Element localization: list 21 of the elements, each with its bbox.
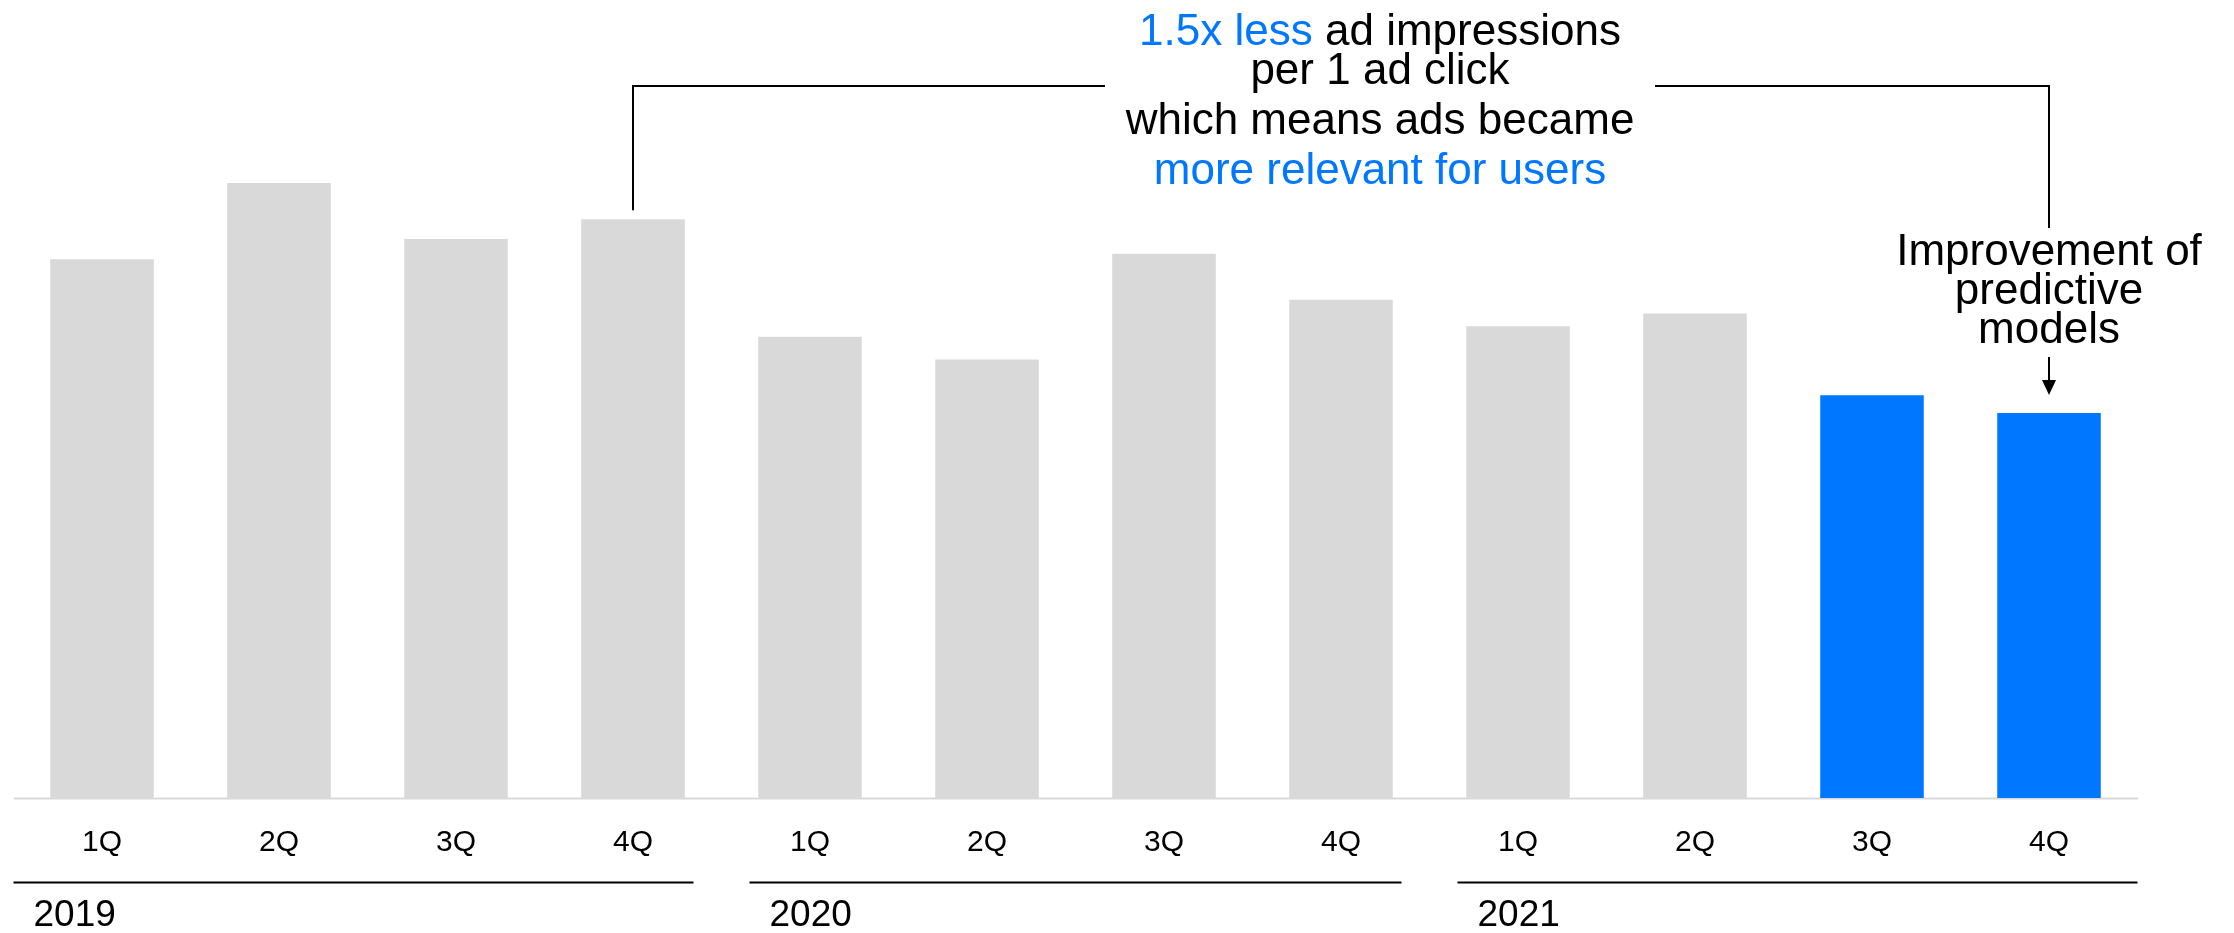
x-tick-label: 3Q	[1851, 823, 1893, 857]
x-tick-label: 1Q	[81, 823, 123, 857]
text: 2021	[1477, 893, 1560, 933]
x-tick-label: 4Q	[1320, 823, 1362, 857]
text: 2020	[769, 893, 852, 933]
x-tick-label: 1Q	[789, 823, 831, 857]
text: 1.5x less	[1139, 5, 1313, 54]
text: 2019	[33, 893, 116, 933]
x-tick-label: 3Q	[435, 823, 477, 857]
annotation: more relevant for users	[1153, 144, 1607, 193]
x-tick-label: 4Q	[612, 823, 654, 857]
text: which means ads became	[1124, 94, 1635, 143]
bar	[1820, 395, 1924, 798]
x-tick-label: 1Q	[1497, 823, 1539, 857]
x-tick-label: 2Q	[1674, 823, 1716, 857]
bar	[1997, 413, 2101, 798]
x-tick-label: 3Q	[1143, 823, 1185, 857]
x-tick-label: 2Q	[258, 823, 300, 857]
x-tick-label: 4Q	[2028, 823, 2070, 857]
annotation: Improvement of predictive models	[1896, 225, 2203, 352]
x-tick-label: 2Q	[966, 823, 1008, 857]
